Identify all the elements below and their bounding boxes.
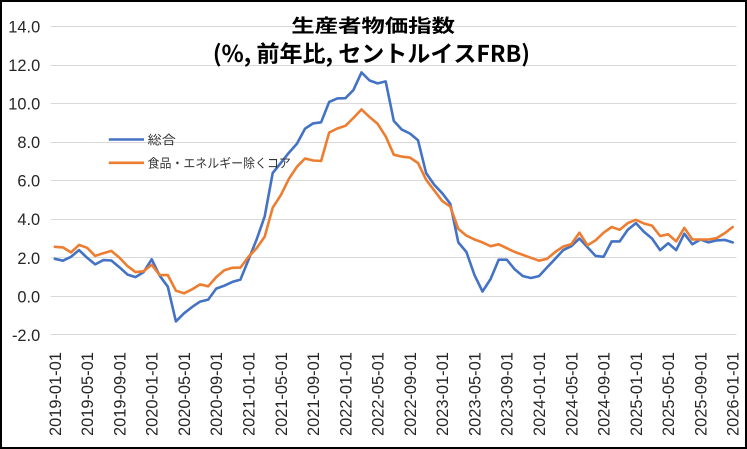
svg-text:2024-05-01: 2024-05-01 bbox=[563, 352, 581, 436]
svg-text:2022-09-01: 2022-09-01 bbox=[402, 352, 420, 436]
svg-text:2026-01-01: 2026-01-01 bbox=[725, 352, 743, 436]
svg-text:2021-05-01: 2021-05-01 bbox=[273, 352, 291, 436]
svg-text:8.0: 8.0 bbox=[17, 134, 40, 152]
svg-text:2.0: 2.0 bbox=[17, 250, 40, 268]
svg-text:4.0: 4.0 bbox=[17, 211, 40, 229]
svg-text:2025-09-01: 2025-09-01 bbox=[692, 352, 710, 436]
svg-text:2023-05-01: 2023-05-01 bbox=[467, 352, 485, 436]
svg-text:2024-09-01: 2024-09-01 bbox=[596, 352, 614, 436]
svg-text:2019-05-01: 2019-05-01 bbox=[79, 352, 97, 436]
svg-text:0.0: 0.0 bbox=[17, 288, 40, 306]
svg-text:2019-01-01: 2019-01-01 bbox=[47, 352, 65, 436]
svg-text:2023-09-01: 2023-09-01 bbox=[499, 352, 517, 436]
svg-text:2020-05-01: 2020-05-01 bbox=[176, 352, 194, 436]
svg-text:-2.0: -2.0 bbox=[12, 327, 40, 345]
svg-text:2025-05-01: 2025-05-01 bbox=[660, 352, 678, 436]
svg-text:2021-09-01: 2021-09-01 bbox=[305, 352, 323, 436]
svg-text:2020-09-01: 2020-09-01 bbox=[208, 352, 226, 436]
svg-text:2025-01-01: 2025-01-01 bbox=[628, 352, 646, 436]
svg-text:2022-05-01: 2022-05-01 bbox=[370, 352, 388, 436]
svg-text:14.0: 14.0 bbox=[8, 19, 40, 37]
svg-text:10.0: 10.0 bbox=[8, 96, 40, 114]
svg-text:12.0: 12.0 bbox=[8, 57, 40, 75]
svg-text:2022-01-01: 2022-01-01 bbox=[337, 352, 355, 436]
svg-text:2021-01-01: 2021-01-01 bbox=[241, 352, 259, 436]
svg-text:6.0: 6.0 bbox=[17, 173, 40, 191]
svg-text:2019-09-01: 2019-09-01 bbox=[111, 352, 129, 436]
svg-text:2024-01-01: 2024-01-01 bbox=[531, 352, 549, 436]
svg-text:2020-01-01: 2020-01-01 bbox=[144, 352, 162, 436]
svg-text:2023-01-01: 2023-01-01 bbox=[434, 352, 452, 436]
